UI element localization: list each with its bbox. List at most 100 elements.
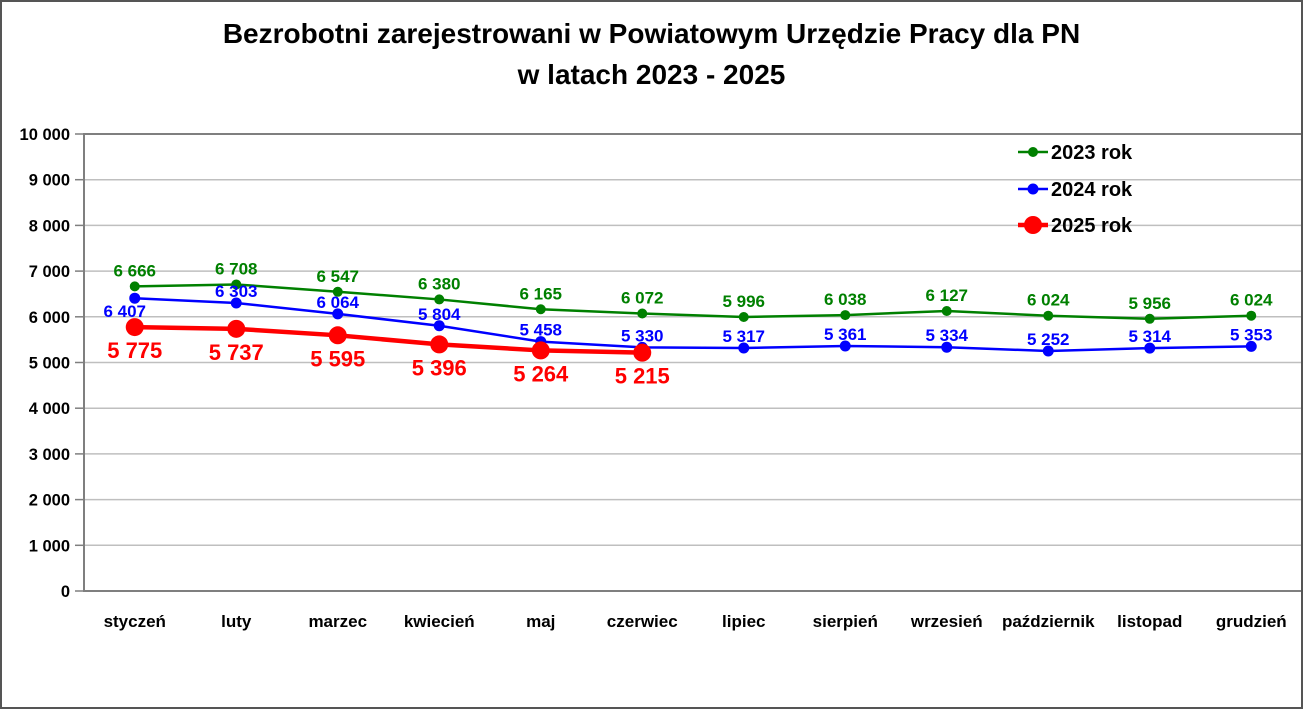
- data-point-label: 6 024: [1027, 291, 1070, 310]
- y-axis-tick-label: 9 000: [29, 172, 70, 190]
- y-axis-tick-label: 6 000: [29, 309, 70, 327]
- data-point-marker: [637, 308, 648, 319]
- legend-marker: [1024, 216, 1042, 234]
- gridlines: [84, 178, 1301, 547]
- chart-title: Bezrobotni zarejestrowani w Powiatowym U…: [2, 13, 1301, 95]
- series-2023-rok: [129, 279, 1257, 324]
- data-point-label: 5 215: [615, 364, 670, 389]
- x-axis-tick-label: marzec: [308, 612, 367, 631]
- data-point-label: 5 361: [824, 325, 867, 344]
- data-point-label: 6 038: [824, 290, 867, 309]
- x-axis-tick-label: czerwiec: [607, 612, 678, 631]
- y-axis-tick-label: 4 000: [29, 400, 70, 418]
- data-point-label: 6 666: [113, 261, 156, 280]
- data-point-marker: [1042, 345, 1054, 357]
- x-axis-tick-label: luty: [221, 612, 252, 631]
- data-point-label: 5 264: [513, 361, 569, 386]
- data-point-label: 6 165: [519, 284, 562, 303]
- y-axis-tick-label: 10 000: [20, 126, 70, 144]
- data-point-marker: [531, 341, 550, 360]
- y-axis-tick-label: 0: [61, 583, 70, 601]
- data-point-label: 5 996: [722, 292, 765, 311]
- data-point-label: 5 737: [209, 340, 264, 365]
- x-axis-tick-label: sierpień: [813, 612, 878, 631]
- data-point-label: 5 330: [621, 326, 664, 345]
- labels-2025-rok: 5 775 5 737 5 595 5 396 5 264 5 215: [107, 338, 670, 389]
- y-axis-tick-label: 8 000: [29, 217, 70, 235]
- data-point-label: 5 956: [1128, 294, 1171, 313]
- x-axis-labels: styczeń luty marzec kwiecień maj czerwiec lipi…: [104, 612, 1287, 631]
- data-point-marker: [434, 294, 445, 305]
- data-point-marker: [941, 305, 952, 316]
- data-point-label: 6 072: [621, 289, 664, 308]
- x-axis-tick-label: październik: [1002, 612, 1095, 631]
- data-point-marker: [227, 319, 246, 338]
- data-point-marker: [1245, 340, 1257, 352]
- data-point-marker: [332, 308, 344, 320]
- data-point-label: 5 804: [418, 305, 461, 324]
- legend-label: 2023 rok: [1051, 142, 1133, 164]
- data-point-marker: [738, 311, 749, 322]
- series-2024-rok: [129, 292, 1257, 357]
- data-point-marker: [1246, 310, 1257, 321]
- y-axis-tick-label: 7 000: [29, 263, 70, 281]
- data-point-marker: [433, 320, 445, 332]
- data-point-label: 5 458: [519, 321, 562, 340]
- data-point-marker: [839, 340, 851, 352]
- data-point-marker: [535, 304, 546, 315]
- data-point-label: 6 708: [215, 259, 258, 278]
- data-point-marker: [840, 310, 851, 321]
- data-point-label: 6 380: [418, 274, 461, 293]
- data-point-label: 6 303: [215, 282, 258, 301]
- plot-border: [83, 133, 1301, 592]
- data-point-marker: [738, 342, 750, 354]
- x-axis-tick-label: lipiec: [722, 612, 765, 631]
- x-axis-tick-label: wrzesień: [910, 612, 983, 631]
- data-point-label: 5 317: [722, 327, 765, 346]
- data-point-label: 6 024: [1230, 291, 1273, 310]
- legend-marker: [1028, 147, 1038, 157]
- y-axis-labels: 0 1 000 2 000 3 000 4 000 5 000 6 000 7 000 8 00…: [20, 126, 70, 601]
- y-axis-tick-label: 5 000: [29, 355, 70, 373]
- y-axis-tick-label: 3 000: [29, 446, 70, 464]
- data-point-marker: [941, 341, 953, 353]
- data-point-label: 5 252: [1027, 330, 1070, 349]
- data-point-marker: [430, 335, 449, 354]
- data-point-marker: [231, 279, 242, 290]
- x-axis-tick-label: kwiecień: [404, 612, 475, 631]
- data-point-marker: [1144, 313, 1155, 324]
- data-point-label: 6 127: [925, 286, 968, 305]
- data-point-label: 5 334: [925, 326, 968, 345]
- series-line: [134, 296, 1252, 353]
- y-axis-tick-label: 1 000: [29, 537, 70, 555]
- data-point-label: 5 314: [1128, 327, 1171, 346]
- x-axis-tick-label: styczeń: [104, 612, 166, 631]
- data-point-label: 5 595: [310, 346, 365, 371]
- data-point-label: 5 353: [1230, 325, 1273, 344]
- data-point-label: 6 547: [316, 267, 359, 286]
- legend-marker: [1027, 183, 1039, 195]
- chart-title-line2: w latach 2023 - 2025: [517, 59, 786, 90]
- labels-2024-rok: 6 407 6 303 6 064 5 804 5 458 5 330 5 317 5 361…: [103, 282, 1272, 349]
- legend-label: 2025 rok: [1051, 215, 1133, 237]
- x-axis-tick-label: grudzień: [1216, 612, 1287, 631]
- data-point-label: 5 396: [412, 355, 467, 380]
- legend-label: 2024 rok: [1051, 179, 1133, 201]
- series-line: [134, 283, 1252, 321]
- data-point-label: 5 775: [107, 338, 162, 363]
- legend: 2023 rok 2024 rok 2025 rok: [1018, 142, 1133, 237]
- series-line: [134, 324, 643, 355]
- data-point-label: 6 407: [103, 302, 146, 321]
- x-axis-tick-label: maj: [526, 612, 555, 631]
- data-point-marker: [328, 326, 347, 345]
- y-axis-tick-label: 2 000: [29, 492, 70, 510]
- data-point-marker: [125, 318, 144, 337]
- data-point-marker: [332, 286, 343, 297]
- data-point-marker: [129, 281, 140, 292]
- data-point-marker: [230, 297, 242, 309]
- y-axis-ticks: [75, 133, 84, 592]
- data-point-marker: [129, 292, 141, 304]
- data-point-label: 6 064: [316, 293, 359, 312]
